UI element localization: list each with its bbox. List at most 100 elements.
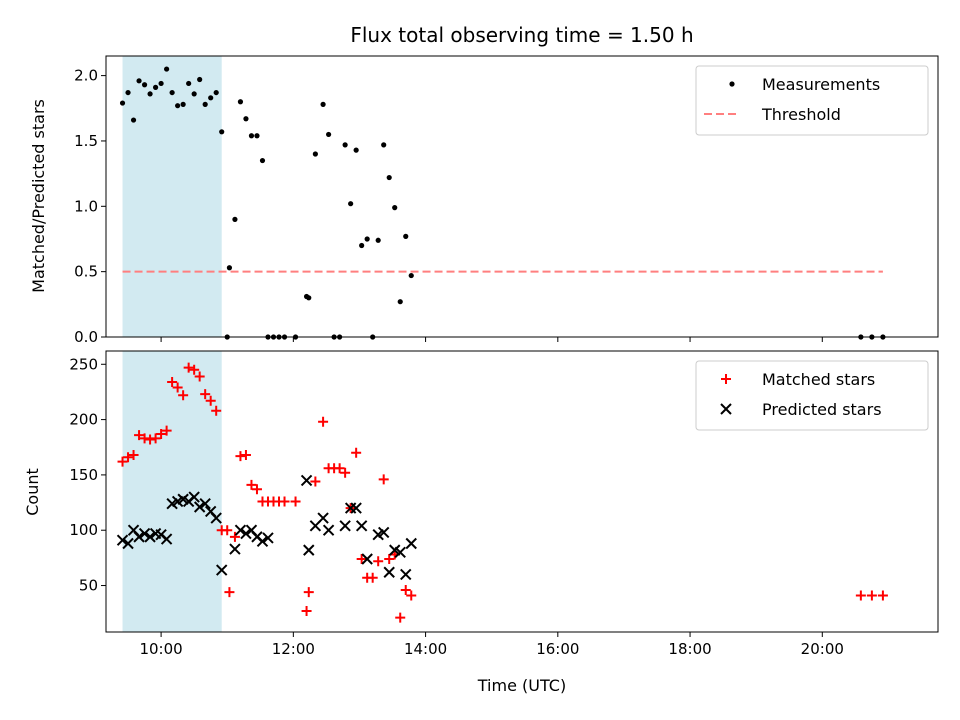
- predicted-star-point: [394, 546, 406, 559]
- y-tick-label: 100: [69, 521, 98, 539]
- matched-star-point: [235, 451, 246, 462]
- legend-top: Measurements Threshold: [695, 65, 929, 136]
- matched-star-point: [117, 456, 128, 467]
- matched-star-point: [378, 474, 389, 485]
- predicted-star-point: [144, 531, 156, 543]
- data-point: [386, 174, 392, 181]
- data-point: [125, 89, 131, 96]
- predicted-star-point: [234, 524, 247, 536]
- matched-star-point: [222, 525, 233, 536]
- matched-star-point: [334, 463, 345, 474]
- matched-star-point: [318, 416, 329, 427]
- predicted-star-point: [138, 527, 151, 540]
- matched-star-point: [194, 371, 205, 382]
- legend-label: Predicted stars: [762, 400, 882, 419]
- data-point: [353, 147, 359, 153]
- data-point: [147, 91, 153, 97]
- data-point: [397, 299, 403, 305]
- x-tick-label: 10:00: [139, 640, 182, 658]
- y-tick-label: 2.0: [74, 67, 98, 85]
- matched-star-point: [150, 433, 161, 444]
- x-tick-label: 14:00: [404, 640, 447, 658]
- matched-star-point: [279, 496, 290, 507]
- predicted-star-point: [262, 532, 274, 544]
- matched-star-point: [156, 428, 167, 439]
- data-point: [219, 129, 225, 135]
- data-point: [119, 100, 126, 106]
- data-point: [259, 157, 266, 164]
- data-point: [306, 295, 312, 301]
- data-point: [226, 265, 233, 271]
- predicted-star-point: [216, 564, 228, 576]
- y-axis-label-bottom: Count: [23, 468, 42, 516]
- y-axis-label-top: Matched/Predicted stars: [29, 99, 48, 293]
- data-point: [175, 103, 181, 109]
- matched-star-point: [877, 590, 888, 601]
- predicted-star-point: [361, 553, 373, 565]
- predicted-star-point: [400, 568, 412, 581]
- data-point: [312, 151, 318, 157]
- data-point: [364, 236, 370, 242]
- predicted-star-point: [303, 544, 315, 556]
- y-tick-label: 1.5: [74, 132, 98, 150]
- x-tick-label: 20:00: [801, 640, 844, 658]
- data-point: [202, 101, 208, 107]
- axes-frame: [105, 55, 939, 338]
- matched-star-point: [205, 395, 216, 406]
- data-point: [169, 89, 175, 96]
- matched-star-point: [224, 587, 235, 598]
- legend-label: Measurements: [762, 75, 880, 94]
- matched-star-point: [145, 434, 156, 445]
- data-point: [232, 216, 238, 222]
- data-point: [197, 76, 203, 83]
- matched-star-point: [351, 447, 362, 458]
- legend-measurements-swatch: [729, 81, 735, 87]
- data-point: [164, 66, 170, 72]
- matched-star-point: [200, 389, 211, 400]
- predicted-star-point: [240, 527, 252, 540]
- matched-star-point: [340, 467, 351, 478]
- predicted-star-point: [210, 512, 222, 524]
- legend-bottom: Matched stars Predicted stars: [695, 360, 929, 431]
- data-point: [381, 142, 387, 148]
- data-point: [342, 142, 348, 148]
- y-tick-label: 0.0: [74, 328, 98, 346]
- predicted-star-point: [133, 531, 145, 543]
- predicted-star-point: [405, 537, 417, 550]
- x-tick-label: 16:00: [536, 640, 579, 658]
- predicted-star-point: [339, 520, 351, 532]
- predicted-star-point: [350, 502, 362, 514]
- matched-star-point: [855, 590, 866, 601]
- data-point: [403, 233, 409, 239]
- legend-box: [695, 65, 929, 136]
- predicted-star-point: [122, 537, 134, 550]
- data-point: [213, 89, 219, 96]
- data-point: [191, 91, 197, 97]
- matched-star-point: [406, 590, 417, 601]
- matched-star-point: [139, 433, 150, 444]
- data-point: [158, 80, 164, 87]
- matched-star-point: [367, 572, 378, 583]
- matched-star-point: [310, 476, 321, 487]
- matched-star-point: [384, 553, 395, 564]
- y-tick-label: 250: [69, 355, 98, 373]
- predicted-star-point: [355, 520, 368, 532]
- predicted-star-point: [383, 566, 395, 578]
- data-point: [375, 237, 381, 243]
- axes-frame: [105, 350, 939, 633]
- matched-star-point: [161, 425, 172, 436]
- matched-star-point: [866, 590, 877, 601]
- predicted-star-point: [116, 534, 129, 546]
- y-tick-label: 150: [69, 466, 98, 484]
- legend-predicted-swatch: [720, 403, 732, 415]
- predicted-star-point: [322, 524, 335, 536]
- predicted-star-point: [199, 497, 211, 510]
- matched-star-point: [172, 382, 183, 393]
- predicted-star-point: [229, 543, 241, 555]
- y-tick-label: 1.0: [74, 197, 98, 215]
- matched-star-point: [240, 449, 251, 460]
- data-point: [180, 101, 186, 107]
- predicted-star-point: [188, 491, 200, 503]
- matched-star-point: [246, 479, 257, 490]
